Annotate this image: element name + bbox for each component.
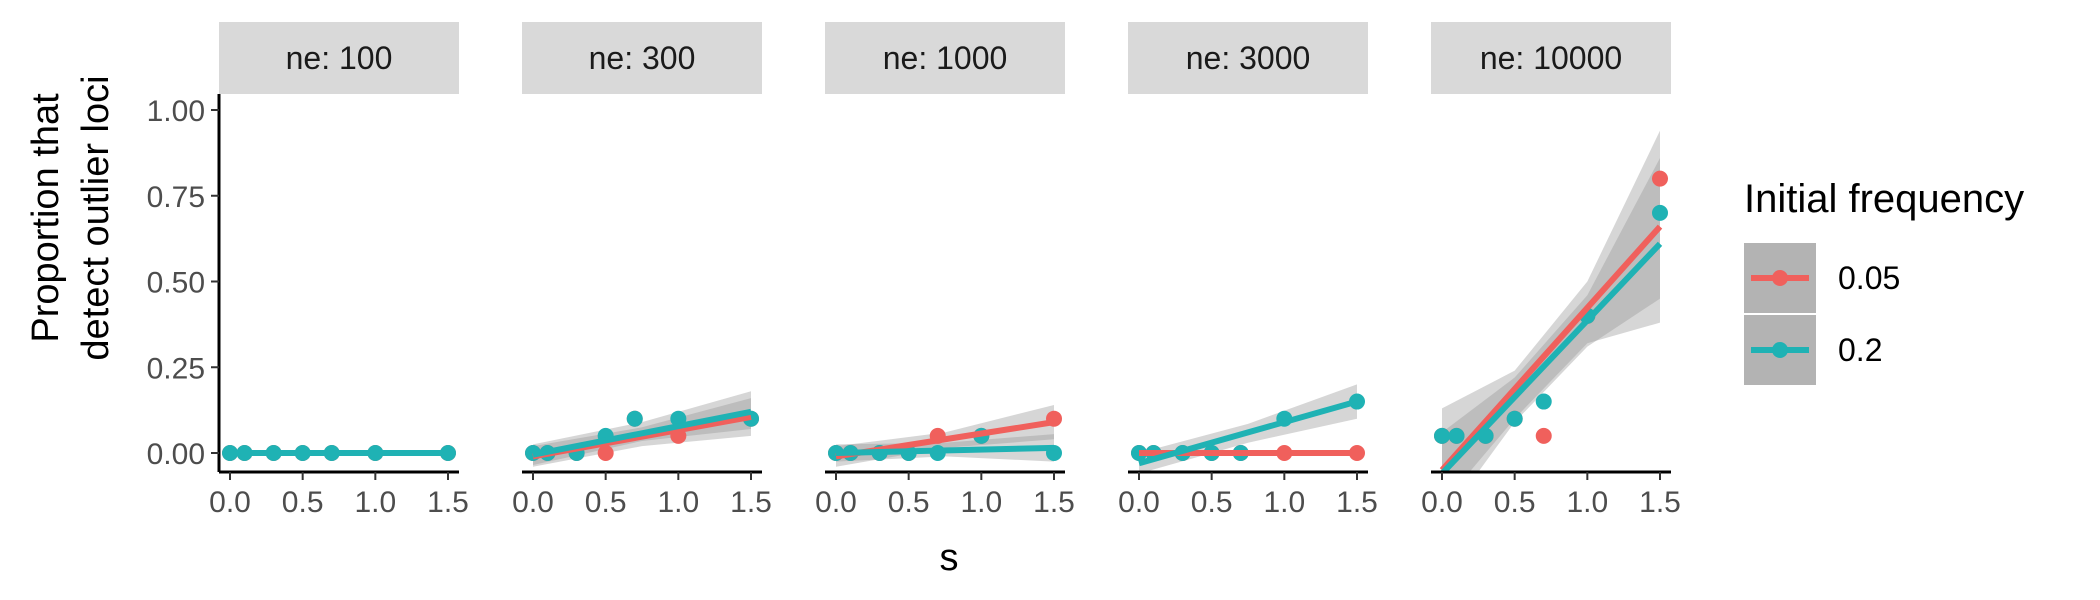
data-point (1652, 204, 1668, 221)
y-axis-title-line-2: detect outlier loci (75, 75, 117, 360)
legend-point (1772, 342, 1788, 358)
y-tick-label: 1.00 (147, 95, 205, 128)
x-tick-label: 0.5 (282, 486, 324, 519)
facet-plot-area (222, 445, 456, 461)
facet-panels: ne: 1000.0 0.5 1.0 1.5ne: 3000.0 0.5 1.0 1.5ne… (209, 22, 1681, 519)
data-point (1652, 170, 1668, 187)
fit-line (1439, 241, 1663, 472)
facet-panel: ne: 100 0.0 0.5 1.0 1.5 (209, 22, 469, 519)
facet-strip-label: ne: 3000 (1186, 40, 1311, 76)
x-tick-label: 1.5 (730, 486, 772, 519)
facet-plot-area (1131, 384, 1365, 472)
y-tick-label: 0.50 (147, 267, 205, 300)
y-tick-label: 0.75 (147, 181, 205, 214)
y-tick-label: 0.00 (147, 438, 205, 471)
data-point (597, 445, 614, 461)
facet-plot-area (828, 404, 1062, 467)
confidence-band (1139, 384, 1357, 472)
x-tick-label: 0.0 (209, 486, 251, 519)
x-tick-label: 0.5 (1494, 486, 1536, 519)
legend-label: 0.05 (1838, 260, 1900, 296)
data-point (1506, 410, 1523, 427)
x-tick-label: 1.5 (427, 486, 469, 519)
y-axis-title-line-1: Proportion that (25, 93, 67, 343)
x-axis-title: s (940, 537, 959, 579)
x-tick-label: 1.0 (1263, 486, 1305, 519)
legend-title: Initial frequency (1744, 177, 2024, 221)
x-tick-label: 0.5 (1191, 486, 1233, 519)
x-tick-label: 1.0 (657, 486, 699, 519)
x-tick-label: 0.0 (512, 486, 554, 519)
facet-strip-label: ne: 100 (286, 40, 393, 76)
facet-panel: ne: 300 0.0 0.5 1.0 1.5 (512, 22, 772, 519)
x-tick-label: 1.0 (960, 486, 1002, 519)
facet-strip (1431, 22, 1671, 94)
facet-strip-label: ne: 1000 (883, 40, 1008, 76)
x-tick-label: 1.5 (1033, 486, 1075, 519)
data-point (626, 410, 643, 427)
data-point (1448, 427, 1465, 444)
facet-plot-area (525, 391, 759, 467)
y-tick-label: 0.25 (147, 352, 205, 385)
legend-entry: 0.05 (1744, 243, 1900, 313)
x-tick-label: 0.5 (888, 486, 930, 519)
confidence-band (1442, 158, 1660, 472)
fit-line (1439, 224, 1663, 472)
facet-panel: ne: 10000 0.0 0.5 1.0 1.5 (1421, 22, 1681, 519)
legend: Initial frequency 0.05 0.2 (1744, 177, 2024, 385)
facet-plot-area (1434, 130, 1668, 472)
x-tick-label: 0.0 (1118, 486, 1160, 519)
confidence-band (533, 391, 751, 466)
y-axis: 0.00 0.25 0.50 0.75 1.00 (147, 94, 221, 472)
facet-panel: ne: 1000 0.0 0.5 1.0 1.5 (815, 22, 1075, 519)
data-point (1434, 427, 1450, 444)
fit-line (1138, 398, 1358, 467)
legend-point (1772, 270, 1788, 286)
x-tick-label: 1.0 (1566, 486, 1608, 519)
facet-strip (219, 22, 459, 94)
facet-panel: ne: 3000 0.0 0.5 1.0 1.5 (1118, 22, 1378, 519)
data-point (1535, 427, 1552, 444)
fit-line (532, 408, 752, 458)
x-tick-label: 0.5 (585, 486, 627, 519)
x-tick-label: 0.0 (1421, 486, 1463, 519)
x-tick-label: 1.5 (1639, 486, 1681, 519)
x-tick-label: 0.0 (815, 486, 857, 519)
facet-strip (522, 22, 762, 94)
facet-strip (1128, 22, 1368, 94)
facet-strip-label: ne: 10000 (1480, 40, 1622, 76)
legend-entries: 0.05 0.2 (1744, 243, 1900, 385)
facet-strip (825, 22, 1065, 94)
legend-entry: 0.2 (1744, 315, 1882, 385)
facet-strip-label: ne: 300 (589, 40, 696, 76)
x-tick-label: 1.5 (1336, 486, 1378, 519)
x-tick-label: 1.0 (354, 486, 396, 519)
confidence-band (1442, 130, 1660, 472)
data-point (1535, 393, 1552, 410)
fit-line (835, 444, 1055, 456)
legend-label: 0.2 (1838, 332, 1882, 368)
